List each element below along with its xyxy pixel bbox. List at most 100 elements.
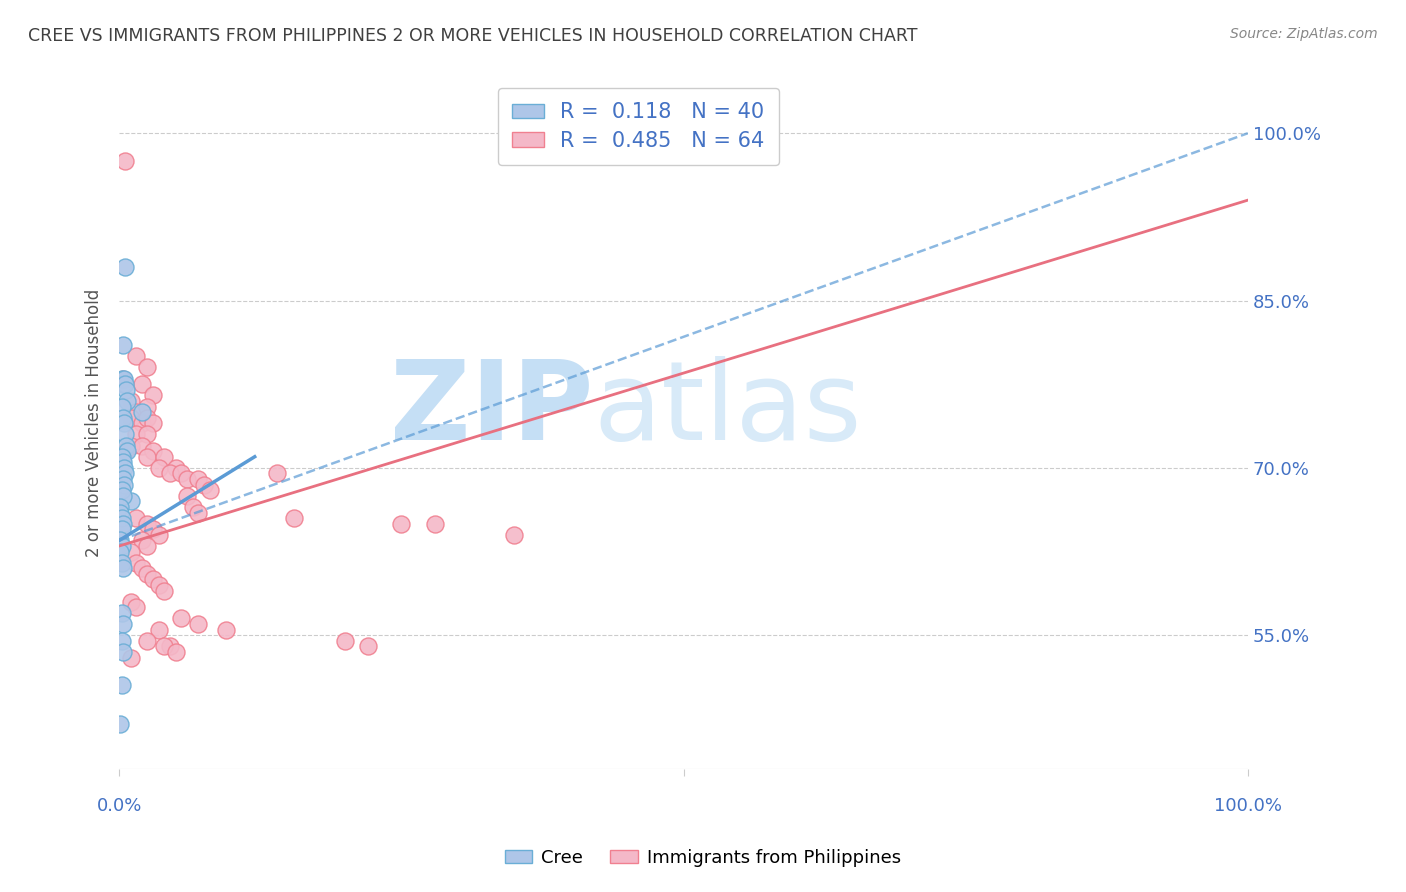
Point (187, 472, 209, 486)
Point (115, 444, 138, 458)
Point (110, 556, 132, 570)
Text: CREE VS IMMIGRANTS FROM PHILIPPINES 2 OR MORE VEHICLES IN HOUSEHOLD CORRELATION : CREE VS IMMIGRANTS FROM PHILIPPINES 2 OR… (28, 27, 918, 45)
Point (215, 623, 238, 637)
Point (110, 606, 132, 620)
Point (120, 439, 142, 453)
Point (125, 427, 148, 442)
Point (187, 617, 209, 632)
Point (136, 360, 159, 375)
Text: 0.0%: 0.0% (97, 797, 142, 814)
Point (110, 678, 132, 692)
Point (110, 483, 132, 498)
Point (110, 717, 132, 731)
Point (114, 427, 136, 442)
Point (120, 393, 142, 408)
Point (131, 417, 153, 431)
Point (131, 533, 153, 548)
Point (136, 633, 159, 648)
Point (110, 633, 132, 648)
Point (142, 522, 165, 536)
Point (115, 439, 138, 453)
Point (131, 439, 153, 453)
Point (136, 427, 159, 442)
Point (110, 544, 132, 558)
Point (111, 489, 134, 503)
Point (125, 600, 148, 615)
Point (142, 388, 165, 402)
Point (114, 467, 136, 481)
Point (503, 528, 526, 542)
Point (114, 444, 136, 458)
Point (153, 450, 176, 464)
Point (111, 371, 134, 385)
Point (142, 417, 165, 431)
Text: Source: ZipAtlas.com: Source: ZipAtlas.com (1230, 27, 1378, 41)
Point (181, 500, 204, 514)
Point (283, 511, 305, 525)
Point (391, 516, 413, 531)
Point (110, 539, 132, 553)
Point (114, 260, 136, 274)
Point (115, 393, 138, 408)
Point (120, 544, 142, 558)
Point (112, 477, 135, 491)
Point (111, 338, 134, 352)
Point (153, 640, 176, 654)
Legend: R =  0.118   N = 40, R =  0.485   N = 64: R = 0.118 N = 40, R = 0.485 N = 64 (498, 87, 779, 165)
Point (159, 640, 181, 654)
Point (111, 472, 134, 486)
Point (159, 467, 181, 481)
Point (148, 623, 170, 637)
Point (148, 461, 170, 475)
Point (120, 494, 142, 508)
Text: ZIP: ZIP (389, 356, 593, 463)
Point (153, 583, 176, 598)
Point (111, 516, 134, 531)
Y-axis label: 2 or more Vehicles in Household: 2 or more Vehicles in Household (86, 289, 103, 558)
Point (111, 377, 134, 392)
Point (112, 461, 135, 475)
Point (142, 444, 165, 458)
Point (170, 467, 193, 481)
Point (110, 522, 132, 536)
Point (136, 539, 159, 553)
Point (110, 506, 132, 520)
Point (125, 405, 148, 419)
Point (115, 383, 138, 397)
Point (111, 645, 134, 659)
Point (548, 126, 571, 140)
Point (266, 467, 288, 481)
Point (120, 650, 142, 665)
Text: 100.0%: 100.0% (1213, 797, 1282, 814)
Point (356, 640, 378, 654)
Point (136, 410, 159, 425)
Point (120, 595, 142, 609)
Legend: Cree, Immigrants from Philippines: Cree, Immigrants from Philippines (498, 842, 908, 874)
Point (131, 405, 153, 419)
Point (136, 400, 159, 414)
Point (425, 516, 447, 531)
Point (110, 400, 132, 414)
Point (333, 633, 356, 648)
Point (112, 371, 135, 385)
Point (176, 472, 198, 486)
Point (170, 611, 193, 625)
Point (131, 561, 153, 575)
Point (165, 461, 187, 475)
Point (131, 377, 153, 392)
Point (148, 528, 170, 542)
Point (136, 566, 159, 581)
Point (111, 455, 134, 469)
Point (110, 511, 132, 525)
Point (114, 154, 136, 169)
Point (198, 483, 221, 498)
Point (111, 617, 134, 632)
Point (111, 410, 134, 425)
Point (187, 506, 209, 520)
Point (193, 477, 215, 491)
Point (125, 556, 148, 570)
Point (110, 450, 132, 464)
Point (110, 500, 132, 514)
Point (165, 645, 187, 659)
Point (142, 573, 165, 587)
